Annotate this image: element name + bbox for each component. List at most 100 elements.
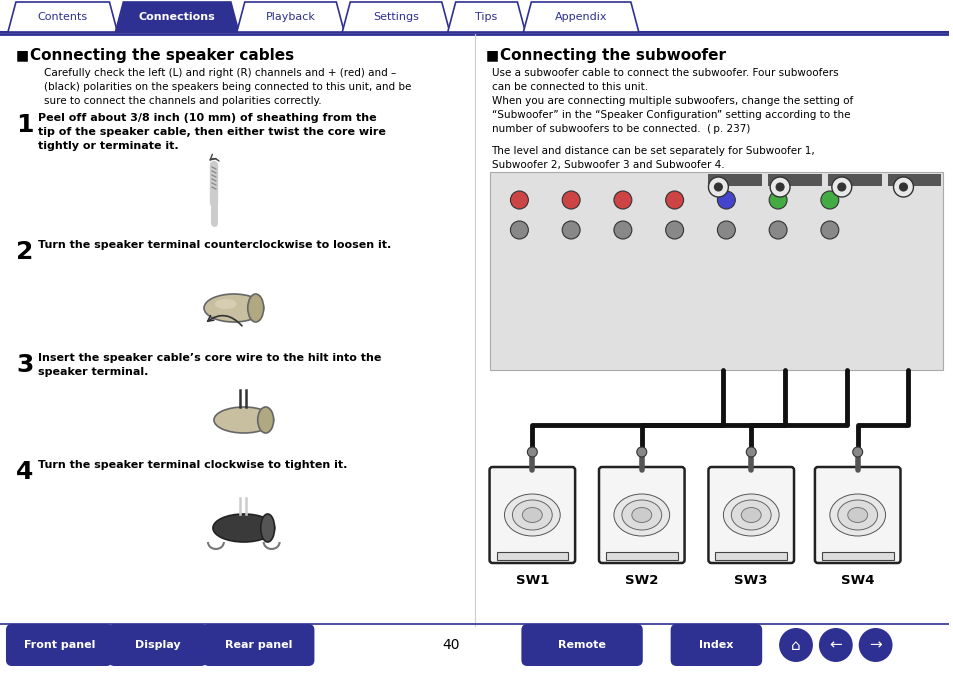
Text: SW1: SW1 bbox=[516, 574, 548, 587]
Circle shape bbox=[665, 221, 683, 239]
Circle shape bbox=[858, 628, 892, 662]
Circle shape bbox=[831, 177, 851, 197]
Bar bbox=[605, 552, 677, 560]
Circle shape bbox=[779, 628, 812, 662]
Text: Carefully check the left (L) and right (R) channels and + (red) and –
(black) po: Carefully check the left (L) and right (… bbox=[44, 68, 411, 106]
Circle shape bbox=[561, 221, 579, 239]
Circle shape bbox=[717, 221, 735, 239]
Text: Turn the speaker terminal clockwise to tighten it.: Turn the speaker terminal clockwise to t… bbox=[38, 460, 347, 470]
Circle shape bbox=[665, 191, 683, 209]
Ellipse shape bbox=[504, 494, 559, 536]
FancyBboxPatch shape bbox=[708, 467, 793, 563]
Circle shape bbox=[769, 177, 789, 197]
Text: →: → bbox=[868, 637, 882, 653]
Text: 3: 3 bbox=[16, 353, 33, 377]
Ellipse shape bbox=[740, 507, 760, 522]
Text: Appendix: Appendix bbox=[555, 12, 607, 22]
Text: SW4: SW4 bbox=[841, 574, 874, 587]
Text: Turn the speaker terminal counterclockwise to loosen it.: Turn the speaker terminal counterclockwi… bbox=[38, 240, 391, 250]
Text: Tips: Tips bbox=[475, 12, 497, 22]
Text: Peel off about 3/8 inch (10 mm) of sheathing from the
tip of the speaker cable, : Peel off about 3/8 inch (10 mm) of sheat… bbox=[38, 113, 385, 151]
Text: ■: ■ bbox=[16, 48, 29, 62]
Text: The level and distance can be set separately for Subwoofer 1,
Subwoofer 2, Subwo: The level and distance can be set separa… bbox=[491, 146, 815, 170]
Ellipse shape bbox=[631, 507, 651, 522]
Text: SW2: SW2 bbox=[624, 574, 658, 587]
Text: Use a subwoofer cable to connect the subwoofer. Four subwoofers
can be connected: Use a subwoofer cable to connect the sub… bbox=[491, 68, 838, 92]
Bar bbox=[821, 552, 893, 560]
FancyBboxPatch shape bbox=[489, 467, 575, 563]
Ellipse shape bbox=[722, 494, 779, 536]
Text: SW3: SW3 bbox=[734, 574, 767, 587]
Circle shape bbox=[614, 191, 631, 209]
Circle shape bbox=[745, 447, 756, 457]
Text: 40: 40 bbox=[441, 638, 459, 652]
Circle shape bbox=[768, 191, 786, 209]
Text: Connecting the subwoofer: Connecting the subwoofer bbox=[499, 48, 724, 63]
Circle shape bbox=[708, 177, 727, 197]
Circle shape bbox=[561, 191, 579, 209]
Circle shape bbox=[714, 183, 721, 191]
Bar bbox=[715, 552, 786, 560]
Ellipse shape bbox=[248, 294, 263, 322]
Ellipse shape bbox=[260, 514, 274, 542]
Circle shape bbox=[852, 447, 862, 457]
Polygon shape bbox=[447, 2, 525, 32]
Polygon shape bbox=[8, 2, 117, 32]
Text: Remote: Remote bbox=[558, 640, 605, 650]
Circle shape bbox=[510, 191, 528, 209]
Polygon shape bbox=[236, 2, 344, 32]
Circle shape bbox=[510, 221, 528, 239]
Circle shape bbox=[820, 221, 838, 239]
Circle shape bbox=[893, 177, 912, 197]
Text: When you are connecting multiple subwoofers, change the setting of
“Subwoofer” i: When you are connecting multiple subwoof… bbox=[491, 96, 852, 134]
Ellipse shape bbox=[731, 500, 770, 530]
Bar bbox=[886, 174, 941, 186]
Circle shape bbox=[776, 183, 783, 191]
Ellipse shape bbox=[512, 500, 552, 530]
FancyBboxPatch shape bbox=[109, 624, 207, 666]
Text: ⌂: ⌂ bbox=[790, 637, 800, 653]
Text: Index: Index bbox=[699, 640, 733, 650]
Ellipse shape bbox=[621, 500, 661, 530]
Text: ■: ■ bbox=[485, 48, 498, 62]
Circle shape bbox=[899, 183, 906, 191]
Circle shape bbox=[837, 183, 845, 191]
Text: Connecting the speaker cables: Connecting the speaker cables bbox=[30, 48, 294, 63]
Ellipse shape bbox=[204, 294, 263, 322]
Ellipse shape bbox=[829, 494, 884, 536]
FancyBboxPatch shape bbox=[814, 467, 900, 563]
Ellipse shape bbox=[837, 500, 877, 530]
FancyBboxPatch shape bbox=[598, 467, 684, 563]
Ellipse shape bbox=[213, 514, 274, 542]
Ellipse shape bbox=[614, 494, 669, 536]
Ellipse shape bbox=[257, 407, 274, 433]
Circle shape bbox=[614, 221, 631, 239]
Circle shape bbox=[527, 447, 537, 457]
Ellipse shape bbox=[214, 299, 236, 309]
Text: Rear panel: Rear panel bbox=[225, 640, 292, 650]
FancyBboxPatch shape bbox=[203, 624, 314, 666]
Bar bbox=[708, 174, 761, 186]
FancyBboxPatch shape bbox=[670, 624, 761, 666]
Ellipse shape bbox=[213, 407, 274, 433]
Text: Contents: Contents bbox=[37, 12, 88, 22]
Text: Settings: Settings bbox=[373, 12, 418, 22]
Circle shape bbox=[768, 221, 786, 239]
Text: Display: Display bbox=[134, 640, 180, 650]
Circle shape bbox=[818, 628, 852, 662]
Ellipse shape bbox=[522, 507, 541, 522]
Polygon shape bbox=[523, 2, 639, 32]
Polygon shape bbox=[342, 2, 449, 32]
FancyBboxPatch shape bbox=[6, 624, 112, 666]
Bar bbox=[767, 174, 821, 186]
Text: ←: ← bbox=[828, 637, 841, 653]
Circle shape bbox=[637, 447, 646, 457]
Text: Front panel: Front panel bbox=[24, 640, 94, 650]
Text: 2: 2 bbox=[16, 240, 33, 264]
Text: Connections: Connections bbox=[138, 12, 215, 22]
Text: Insert the speaker cable’s core wire to the hilt into the
speaker terminal.: Insert the speaker cable’s core wire to … bbox=[38, 353, 381, 377]
Circle shape bbox=[717, 191, 735, 209]
Text: 4: 4 bbox=[16, 460, 33, 484]
Ellipse shape bbox=[847, 507, 866, 522]
Polygon shape bbox=[115, 2, 238, 32]
